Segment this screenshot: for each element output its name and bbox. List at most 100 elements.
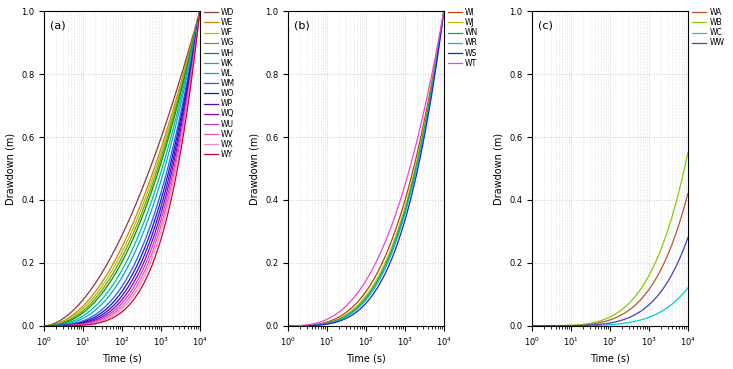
WX — [67, 323, 76, 328]
WI — [324, 320, 333, 324]
WB — [645, 272, 654, 277]
WE — [67, 314, 76, 318]
WV — [80, 322, 89, 327]
WN — [388, 247, 397, 251]
WV — [144, 261, 152, 265]
WM — [67, 322, 76, 326]
Y-axis label: Drawdown (m): Drawdown (m) — [250, 132, 259, 204]
WI — [354, 299, 363, 303]
WG — [67, 317, 76, 321]
WK — [67, 320, 76, 324]
WB — [528, 324, 537, 328]
WY — [67, 323, 76, 328]
WA — [598, 320, 607, 324]
WT — [324, 317, 333, 321]
WM — [40, 324, 48, 328]
WS — [284, 324, 292, 328]
WJ — [284, 324, 292, 328]
WK — [110, 280, 119, 284]
WV — [67, 323, 76, 328]
WQ — [144, 250, 152, 255]
Line: WR: WR — [288, 11, 443, 326]
Line: WA: WA — [532, 194, 688, 326]
WY — [196, 9, 205, 13]
WK — [131, 240, 140, 244]
WB — [683, 151, 692, 155]
WF — [67, 315, 76, 320]
Line: WL: WL — [44, 11, 200, 326]
WL — [67, 321, 76, 325]
WX — [144, 266, 152, 270]
WY — [40, 324, 48, 328]
WN — [312, 323, 320, 327]
Line: WM: WM — [44, 11, 200, 326]
Line: WJ: WJ — [288, 11, 443, 326]
WL — [196, 9, 205, 13]
Line: WT: WT — [288, 11, 443, 326]
Line: WP: WP — [44, 11, 200, 326]
WL — [110, 287, 119, 291]
WY — [80, 323, 89, 327]
WT — [388, 222, 397, 227]
WD — [196, 9, 205, 13]
WC — [645, 315, 654, 319]
WL — [131, 248, 140, 252]
WD — [80, 296, 89, 301]
WS — [324, 322, 333, 326]
WA — [568, 323, 577, 328]
WS — [388, 256, 397, 260]
WJ — [439, 9, 448, 13]
WN — [375, 274, 384, 279]
WF — [40, 324, 48, 328]
WM — [110, 294, 119, 299]
WO — [110, 299, 119, 303]
WR — [439, 9, 448, 13]
WO — [40, 324, 48, 328]
WR — [324, 321, 333, 325]
WU — [40, 324, 48, 328]
WB — [632, 293, 641, 297]
WI — [439, 9, 448, 13]
WG — [144, 194, 152, 199]
Line: WG: WG — [44, 11, 200, 326]
WG — [110, 269, 119, 273]
WB — [568, 323, 577, 327]
WN — [324, 321, 333, 325]
Line: WX: WX — [44, 11, 200, 326]
WS — [312, 323, 320, 328]
WN — [354, 304, 363, 308]
WM — [80, 318, 89, 323]
WQ — [40, 324, 48, 328]
WD — [144, 172, 152, 176]
WR — [284, 324, 292, 328]
WA — [556, 324, 564, 328]
WG — [80, 308, 89, 312]
WV — [131, 286, 140, 290]
WY — [131, 294, 140, 299]
WQ — [131, 277, 140, 281]
WA — [645, 287, 654, 291]
WD — [157, 135, 166, 139]
WI — [401, 197, 410, 201]
WX — [40, 324, 48, 328]
Line: WN: WN — [288, 11, 443, 326]
WE — [196, 9, 205, 13]
Line: WO: WO — [44, 11, 200, 326]
WG — [196, 9, 205, 13]
Legend: WI, WJ, WN, WR, WS, WT: WI, WJ, WN, WR, WS, WT — [446, 5, 482, 71]
WU — [131, 282, 140, 286]
WP — [80, 320, 89, 325]
WG — [40, 324, 48, 328]
WC — [556, 324, 564, 328]
WO — [196, 9, 205, 13]
WW — [528, 324, 537, 328]
WM — [196, 9, 205, 13]
WU — [157, 217, 166, 221]
WA — [528, 324, 537, 328]
WN — [284, 324, 292, 328]
Y-axis label: Drawdown (m): Drawdown (m) — [6, 132, 15, 204]
WK — [196, 9, 205, 13]
WD — [40, 324, 48, 328]
WB — [556, 324, 564, 328]
WT — [439, 9, 448, 13]
